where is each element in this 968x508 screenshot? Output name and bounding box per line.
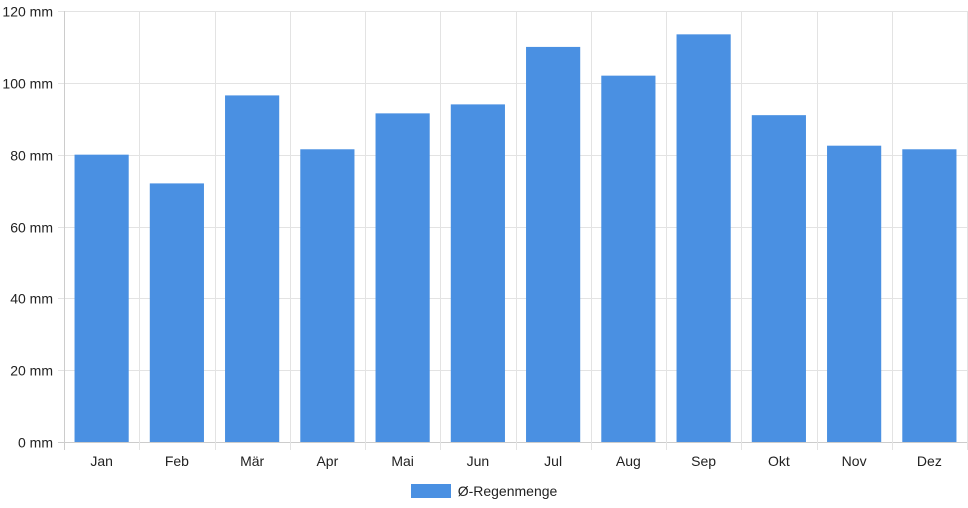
legend[interactable]: Ø-Regenmenge (0, 480, 968, 502)
bar-sep[interactable] (676, 34, 731, 443)
bar-jun[interactable] (450, 104, 505, 442)
y-axis-ticks: 0 mm 20 mm 40 mm 60 mm 80 mm 100 mm 120 mm (2, 4, 53, 451)
bar-aug[interactable] (601, 75, 656, 443)
x-tick-label: Jun (467, 453, 490, 469)
y-tick-label: 100 mm (2, 76, 53, 92)
x-tick-label: Feb (165, 453, 189, 469)
bar-jul[interactable] (526, 46, 581, 443)
x-axis-ticks: Jan Feb Mär Apr Mai Jun Jul Aug Sep Okt Nov Dez (90, 453, 941, 469)
legend-swatch (410, 484, 451, 498)
y-tick-label: 80 mm (10, 148, 53, 164)
bar-mai[interactable] (375, 113, 430, 443)
x-tick-label: Dez (917, 453, 942, 469)
x-tick-label: Aug (616, 453, 641, 469)
x-tick-label: Sep (691, 453, 716, 469)
y-tick-label: 40 mm (10, 291, 53, 307)
x-tick-label: Mär (240, 453, 264, 469)
bars (74, 34, 957, 443)
x-tick-label: Jul (544, 453, 562, 469)
y-tick-label: 20 mm (10, 363, 53, 379)
bar-feb[interactable] (149, 183, 204, 442)
x-tick-label: Apr (316, 453, 338, 469)
bar-jan[interactable] (74, 154, 129, 442)
bar-apr[interactable] (300, 149, 355, 442)
y-tick-label: 0 mm (18, 435, 53, 451)
rainfall-bar-chart: 0 mm 20 mm 40 mm 60 mm 80 mm 100 mm 120 mm Jan… (2, 4, 968, 469)
x-tick-label: Nov (842, 453, 867, 469)
grid (58, 11, 968, 450)
bar-nov[interactable] (827, 145, 882, 442)
y-tick-label: 60 mm (10, 220, 53, 236)
legend-label: Ø-Regenmenge (457, 483, 558, 499)
x-tick-label: Okt (768, 453, 790, 469)
x-tick-label: Jan (90, 453, 113, 469)
x-tick-label: Mai (391, 453, 414, 469)
bar-dez[interactable] (902, 149, 957, 442)
y-tick-label: 120 mm (2, 4, 53, 20)
bar-okt[interactable] (751, 115, 806, 443)
bar-mär[interactable] (225, 95, 280, 442)
